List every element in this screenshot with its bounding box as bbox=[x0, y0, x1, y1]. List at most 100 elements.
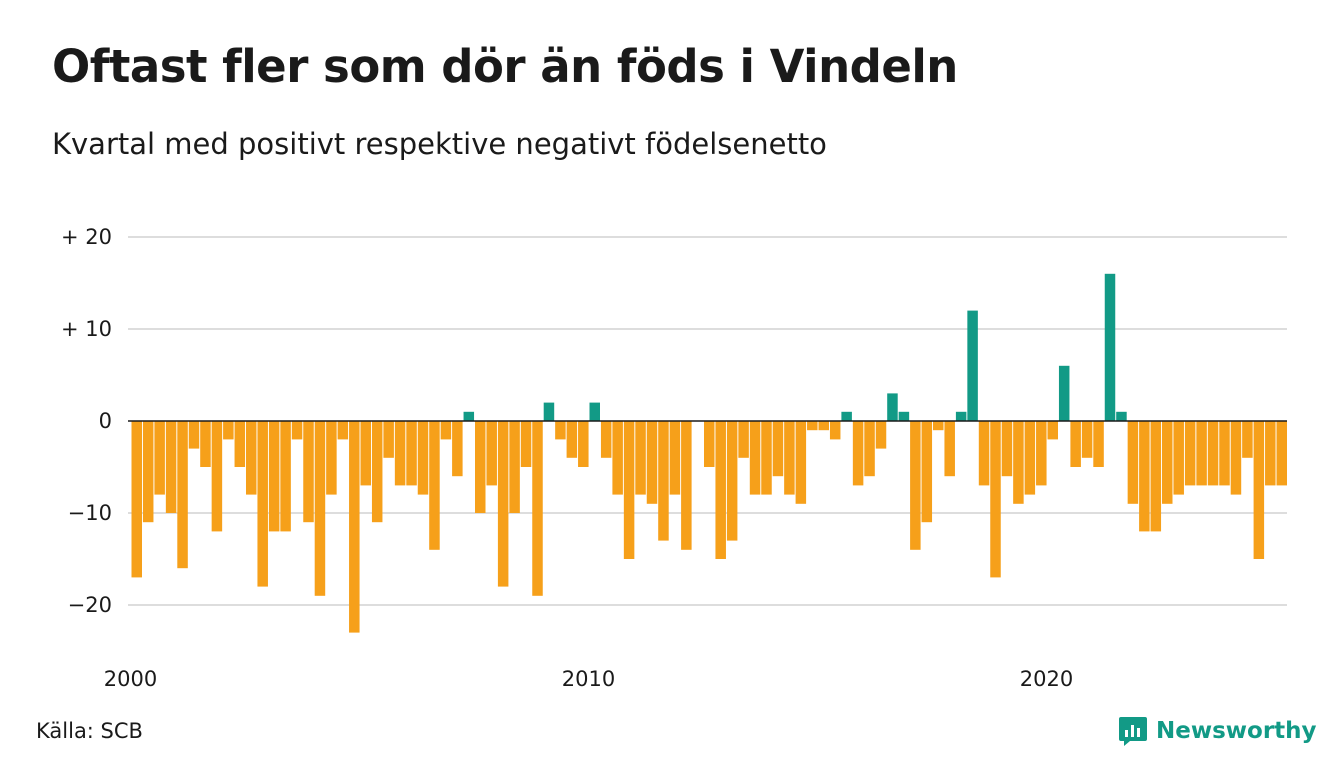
axes: + 20 + 10 0 −10 −20 2000 2010 2020 bbox=[61, 225, 1287, 691]
bar-negative bbox=[532, 421, 543, 596]
brand-name: Newsworthy bbox=[1156, 718, 1317, 744]
bar-negative bbox=[349, 421, 360, 633]
bar-negative bbox=[1173, 421, 1184, 495]
brand-logo: Newsworthy bbox=[1118, 714, 1317, 748]
bar-negative bbox=[394, 421, 406, 486]
bar-negative bbox=[1219, 421, 1230, 486]
bar-negative bbox=[406, 421, 417, 486]
bar-negative bbox=[669, 421, 681, 495]
newsworthy-logo-icon bbox=[1119, 717, 1147, 746]
bar-negative bbox=[875, 421, 887, 449]
bar-negative bbox=[566, 421, 578, 458]
bar-negative bbox=[681, 421, 692, 550]
grid-lines bbox=[128, 236, 1287, 606]
bar-negative bbox=[1001, 421, 1013, 477]
bar-negative bbox=[1230, 421, 1242, 495]
bar-negative bbox=[829, 421, 841, 440]
bar-negative bbox=[761, 421, 772, 495]
bar-positive bbox=[887, 393, 898, 421]
bar-negative bbox=[303, 421, 314, 523]
bar-negative bbox=[807, 421, 818, 431]
bar-negative bbox=[784, 421, 795, 495]
bar-negative bbox=[337, 421, 349, 440]
bar-negative bbox=[1276, 421, 1287, 486]
bar-negative bbox=[268, 421, 280, 532]
bar-negative bbox=[486, 421, 497, 486]
y-tick-label: −20 bbox=[68, 593, 112, 617]
bar-negative bbox=[131, 421, 142, 578]
bar-negative bbox=[1036, 421, 1047, 486]
y-tick-label: 0 bbox=[99, 409, 112, 433]
bar-negative bbox=[646, 421, 658, 504]
bar-negative bbox=[246, 421, 257, 495]
bar-negative bbox=[371, 421, 383, 523]
bar-negative bbox=[1207, 421, 1219, 486]
bar-negative bbox=[1024, 421, 1036, 495]
bar-negative bbox=[1127, 421, 1139, 504]
bar-positive bbox=[589, 402, 600, 421]
bar-negative bbox=[990, 421, 1001, 578]
bar-negative bbox=[291, 421, 303, 440]
bar-negative bbox=[211, 421, 223, 532]
bar-positive bbox=[463, 411, 475, 421]
bar-negative bbox=[1184, 421, 1196, 486]
bar-negative bbox=[1150, 421, 1162, 532]
bar-negative bbox=[555, 421, 566, 440]
bar-negative bbox=[1162, 421, 1173, 504]
bar-positive bbox=[841, 411, 852, 421]
bar-negative bbox=[978, 421, 990, 486]
bar-negative bbox=[417, 421, 429, 495]
bar-negative bbox=[738, 421, 749, 458]
bar-negative bbox=[635, 421, 646, 495]
bar-negative bbox=[1047, 421, 1058, 440]
bar-negative bbox=[383, 421, 394, 458]
bar-negative bbox=[864, 421, 875, 477]
bar-negative bbox=[1253, 421, 1265, 559]
bar-positive bbox=[1116, 411, 1127, 421]
bar-negative bbox=[600, 421, 612, 458]
bar-negative bbox=[257, 421, 268, 587]
bar-negative bbox=[1093, 421, 1104, 467]
bar-negative bbox=[154, 421, 165, 495]
source-note: Källa: SCB bbox=[36, 719, 143, 743]
bar-negative bbox=[1242, 421, 1253, 458]
y-tick-label: −10 bbox=[68, 501, 112, 525]
bar-positive bbox=[967, 310, 978, 421]
bar-positive bbox=[543, 402, 555, 421]
bar-negative bbox=[223, 421, 234, 440]
bar-negative bbox=[234, 421, 246, 467]
bar-negative bbox=[818, 421, 829, 431]
bar-negative bbox=[429, 421, 440, 550]
bar-negative bbox=[475, 421, 486, 513]
bar-negative bbox=[452, 421, 463, 477]
bar-negative bbox=[326, 421, 337, 495]
bar-negative bbox=[1081, 421, 1093, 458]
bar-negative bbox=[1196, 421, 1207, 486]
bar-negative bbox=[497, 421, 509, 587]
bar-negative bbox=[852, 421, 864, 486]
bar-negative bbox=[612, 421, 623, 495]
bar-negative bbox=[509, 421, 520, 513]
chart-title: Oftast fler som dör än föds i Vindeln bbox=[52, 40, 958, 93]
bar-negative bbox=[200, 421, 211, 467]
x-tick-label: 2000 bbox=[104, 667, 157, 691]
x-tick-label: 2010 bbox=[562, 667, 615, 691]
bar-negative bbox=[314, 421, 326, 596]
bar-negative bbox=[658, 421, 669, 541]
bar-negative bbox=[360, 421, 371, 486]
bar-negative bbox=[578, 421, 589, 467]
bar-negative bbox=[520, 421, 532, 467]
bar-negative bbox=[1013, 421, 1024, 504]
bar-negative bbox=[795, 421, 807, 504]
x-tick-label: 2020 bbox=[1020, 667, 1073, 691]
bar-negative bbox=[921, 421, 933, 523]
y-tick-label: + 10 bbox=[61, 317, 112, 341]
bar-negative bbox=[440, 421, 452, 440]
bar-negative bbox=[704, 421, 715, 467]
bar-negative bbox=[188, 421, 200, 449]
bar-negative bbox=[944, 421, 955, 477]
y-tick-label: + 20 bbox=[61, 225, 112, 249]
bar-negative bbox=[1265, 421, 1276, 486]
bar-positive bbox=[1058, 365, 1070, 421]
